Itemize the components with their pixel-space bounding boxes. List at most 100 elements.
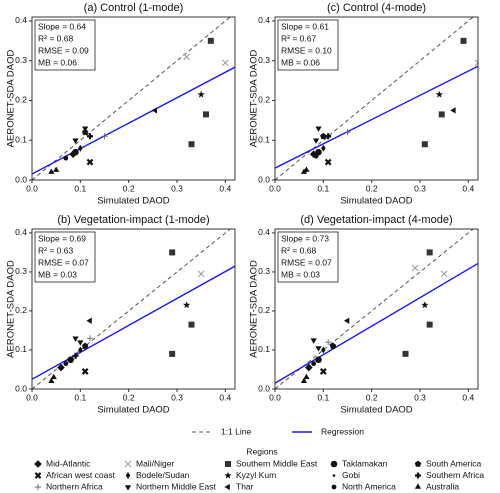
y-tick-label: 0.3 <box>258 266 270 276</box>
legend-marker <box>330 460 338 468</box>
data-point <box>402 350 409 357</box>
data-point <box>69 150 77 158</box>
data-point <box>72 138 79 144</box>
data-point <box>183 53 191 61</box>
data-point <box>310 338 317 344</box>
stat-text: R² = 0.68 <box>38 33 73 43</box>
data-point <box>321 346 326 354</box>
legend-marker <box>35 484 41 490</box>
data-point <box>53 166 60 172</box>
legend-label: Taklamakan <box>342 458 388 468</box>
regression-line <box>32 265 235 380</box>
data-point <box>197 90 205 98</box>
data-point <box>343 317 350 324</box>
data-point <box>303 373 310 380</box>
legend-label: Northern Africa <box>46 481 103 491</box>
y-tick-label: 0.4 <box>258 15 270 25</box>
data-point <box>460 37 467 44</box>
data-point <box>203 111 209 118</box>
data-point <box>57 363 65 372</box>
stat-text: MB = 0.06 <box>38 57 77 67</box>
data-point <box>305 363 313 372</box>
stat-text: RMSE = 0.07 <box>281 257 332 267</box>
legend-marker <box>224 471 232 479</box>
legend-label: Mali/Niger <box>136 458 174 468</box>
data-point <box>319 368 327 375</box>
regression-line <box>275 262 478 384</box>
data-point <box>86 317 92 324</box>
data-point <box>329 342 337 349</box>
legend-label: South America <box>426 458 482 468</box>
stat-text: RMSE = 0.07 <box>38 257 89 267</box>
x-tick-label: 0.0 <box>26 392 38 402</box>
one-to-one-line <box>275 229 474 389</box>
data-point <box>72 352 79 359</box>
data-point <box>324 158 332 166</box>
plot-area <box>275 229 478 389</box>
panel-title: (c) Control (4-mode) <box>327 2 426 14</box>
data-point <box>78 346 83 354</box>
x-axis-label: Simulated DAOD <box>340 405 412 416</box>
legend-marker <box>34 460 42 468</box>
legend-label: Australia <box>426 481 459 491</box>
x-tick-label: 0.0 <box>269 392 281 402</box>
stats-box <box>34 19 96 71</box>
plot-frame <box>31 228 236 390</box>
x-tick-label: 0.3 <box>171 392 183 402</box>
data-point <box>311 361 317 367</box>
x-tick-label: 0.1 <box>317 183 329 193</box>
legend-label: Mid-Atlantic <box>46 458 91 468</box>
legend-marker <box>414 483 422 489</box>
data-point <box>344 129 351 136</box>
x-axis-label: Simulated DAOD <box>97 196 169 207</box>
y-tick-label: 0.4 <box>15 15 27 25</box>
x-tick-label: 0.2 <box>366 183 378 193</box>
x-tick-label: 0.4 <box>462 392 474 402</box>
data-point <box>321 144 326 152</box>
legend-label: Thar <box>236 481 254 491</box>
x-axis-label: Simulated DAOD <box>97 405 169 416</box>
y-axis-label: AERONET-SDA DAOD <box>249 260 260 358</box>
data-point <box>63 361 69 367</box>
stat-text: MB = 0.06 <box>281 57 320 67</box>
y-tick-label: 0.1 <box>15 134 27 144</box>
x-tick-label: 0.4 <box>219 183 231 193</box>
data-point <box>197 270 205 278</box>
data-point <box>315 126 322 132</box>
data-point <box>78 144 83 152</box>
data-point <box>435 90 443 98</box>
panel-title: (a) Control (1-mode) <box>84 2 184 14</box>
y-axis-label: AERONET-SDA DAOD <box>6 50 17 148</box>
y-tick-label: 0.0 <box>15 383 27 393</box>
data-point <box>86 158 94 166</box>
stat-text: R² = 0.68 <box>281 245 316 255</box>
y-tick-label: 0.2 <box>258 305 270 315</box>
data-point <box>426 321 433 328</box>
plot-area <box>275 17 478 180</box>
data-point <box>81 128 89 136</box>
y-tick-label: 0.2 <box>258 95 270 105</box>
x-axis-label: Simulated DAOD <box>340 196 412 207</box>
data-point <box>188 141 195 148</box>
x-tick-label: 0.3 <box>414 183 426 193</box>
legend-marker <box>332 474 336 477</box>
plot-frame <box>31 16 236 181</box>
x-tick-label: 0.2 <box>366 392 378 402</box>
data-point <box>87 133 93 140</box>
data-point <box>50 373 57 380</box>
legend-label: African west coast <box>46 470 116 480</box>
legend-label: Southern Middle East <box>236 458 318 468</box>
legend-label: Gobi <box>342 470 360 480</box>
data-point <box>87 335 93 342</box>
legend-marker <box>224 483 230 491</box>
y-tick-label: 0.3 <box>258 55 270 65</box>
regression-line <box>275 65 478 169</box>
y-tick-label: 0.1 <box>15 344 27 354</box>
data-point <box>426 249 433 256</box>
data-point <box>81 342 89 349</box>
data-point <box>474 59 478 67</box>
x-tick-label: 0.1 <box>317 392 329 402</box>
stats-box <box>277 19 339 71</box>
y-tick-label: 0.2 <box>15 95 27 105</box>
stat-text: Slope = 0.73 <box>281 233 329 243</box>
